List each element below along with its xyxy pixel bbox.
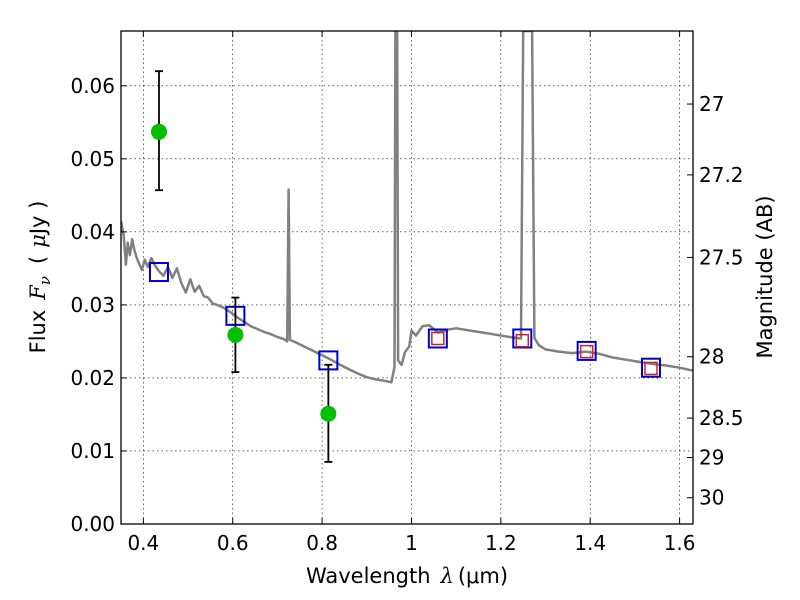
data-layer — [121, 31, 693, 463]
y2-axis-label: Magnitude (AB) — [753, 195, 777, 358]
upper-limit-point — [515, 333, 530, 348]
model-photometry-point — [427, 328, 448, 349]
y-tick-label: 0.06 — [70, 74, 115, 98]
y-tick-label: 0.03 — [70, 293, 115, 317]
upper-limit-markers — [431, 331, 658, 376]
x-tick-label: 0.6 — [217, 531, 249, 555]
y2-tick-label: 27 — [699, 92, 724, 116]
upper-limit-point — [579, 344, 594, 359]
observed-photometry-markers — [150, 70, 337, 463]
y-axis-ticks: 0.00 0.01 0.02 0.03 0.04 0.05 0.06 — [70, 74, 127, 536]
x-tick-label: 1.4 — [574, 531, 606, 555]
y-tick-label: 0.04 — [70, 220, 115, 244]
model-photometry-point — [148, 262, 169, 283]
y2-tick-label: 27.2 — [699, 163, 744, 187]
x-axis-label: Wavelength λ (μm) — [306, 564, 508, 588]
y2-tick-label: 27.5 — [699, 245, 744, 269]
plot-area-background — [121, 31, 693, 524]
y2-tick-label: 28 — [699, 345, 724, 369]
y2-tick-label: 29 — [699, 446, 724, 470]
plot-frame — [120, 30, 694, 525]
observed-point-group — [320, 363, 337, 463]
x-axis-ticks: 0.4 0.6 0.8 1 1.2 1.4 1.6 — [127, 31, 696, 555]
upper-limit-point — [644, 361, 658, 376]
x-tick-label: 0.8 — [306, 531, 338, 555]
observed-photometry-point — [227, 326, 244, 343]
y-tick-label: 0.00 — [70, 512, 115, 536]
y-tick-label: 0.05 — [70, 147, 115, 171]
model-photometry-point — [576, 340, 597, 361]
observed-photometry-point — [320, 405, 337, 422]
observed-point-group — [227, 296, 244, 373]
x-tick-label: 1.2 — [485, 531, 517, 555]
y2-tick-label: 30 — [699, 486, 724, 510]
observed-point-group — [150, 70, 167, 192]
y-tick-label: 0.01 — [70, 439, 115, 463]
sed-spectrum-line — [121, 31, 693, 384]
y2-axis-ticks: 27 27.2 27.5 28 28.5 29 30 — [687, 92, 744, 510]
x-tick-label: 0.4 — [127, 531, 159, 555]
y-axis-label: FluxFν(μJy ) — [26, 201, 54, 354]
observed-photometry-point — [150, 123, 167, 140]
y2-tick-label: 28.5 — [699, 406, 744, 430]
model-photometry-point — [512, 328, 533, 349]
x-tick-label: 1.6 — [664, 531, 696, 555]
model-photometry-point — [640, 357, 661, 378]
upper-limit-point — [431, 331, 445, 346]
y-tick-label: 0.02 — [70, 366, 115, 390]
x-tick-label: 1 — [405, 531, 418, 555]
